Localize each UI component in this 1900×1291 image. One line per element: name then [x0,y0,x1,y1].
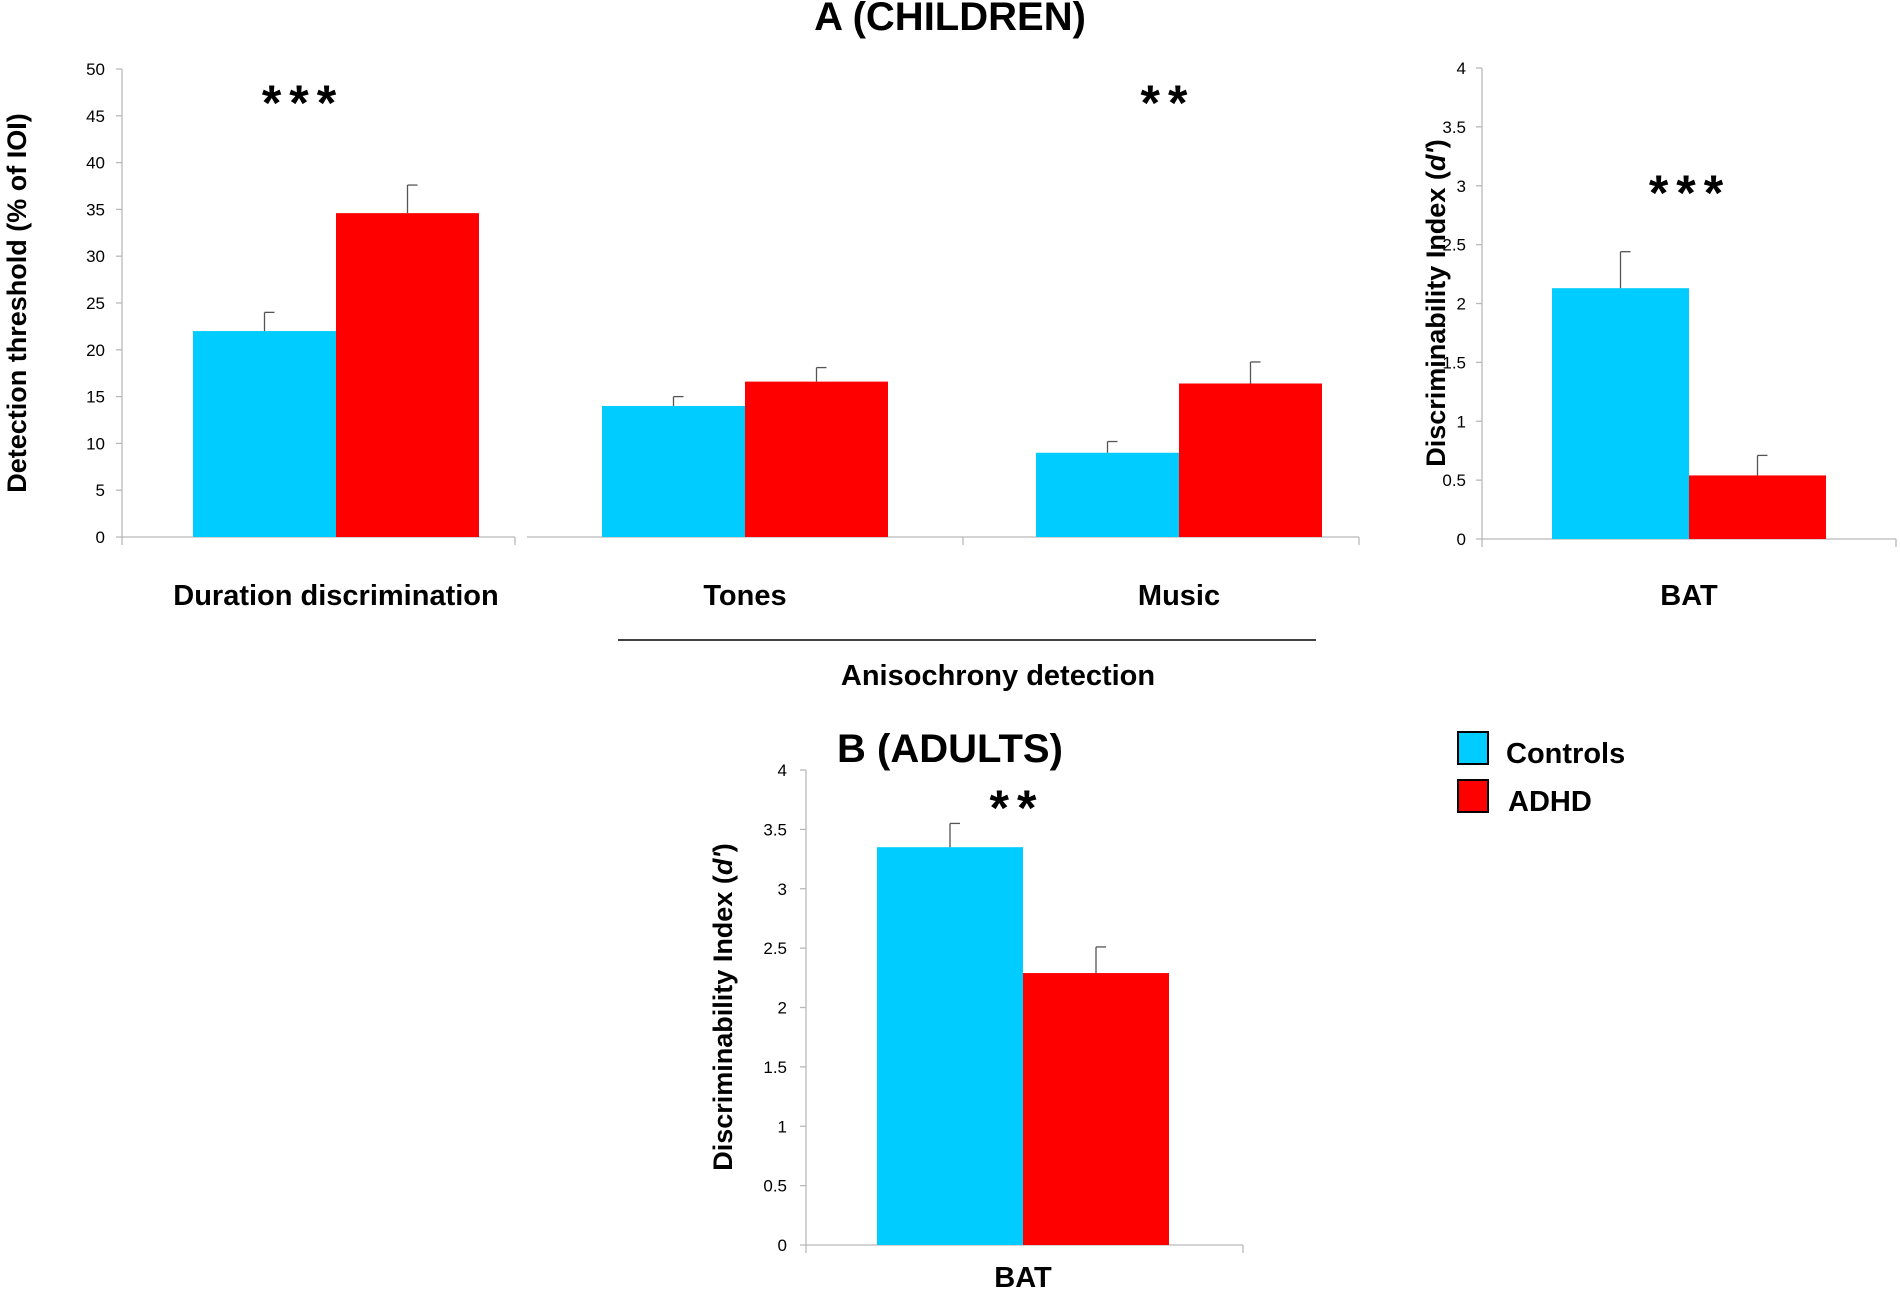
legend: Controls ADHD [1457,731,1625,818]
children-threshold-chart: 0 5 10 15 20 25 30 35 40 45 50 Detection threshold … [2,60,1360,612]
category-label-bat: BAT [994,1262,1052,1291]
y-tick-label: 4 [778,761,787,780]
y-tick-label: 1.5 [763,1058,787,1077]
category-label-tones: Tones [703,580,786,612]
y-tick-label: 2.5 [1442,236,1466,255]
y-tick-label: 3 [778,880,787,899]
bar-adhd-bat [1023,973,1169,1245]
bar-controls-tones [602,405,745,537]
category-label-music: Music [1138,580,1220,612]
legend-swatch-controls [1457,731,1489,765]
y-tick-label: 3.5 [763,820,787,839]
category-label-duration-discrimination: Duration discrimination [173,580,498,612]
children-bat-chart: 0 0.5 1 1.5 2 2.5 3 3.5 4 Discriminability Index … [1421,59,1897,612]
significance-marker-bat: *** [1649,165,1731,221]
y-tick-label: 30 [86,247,105,266]
bar-adhd-music [1179,383,1322,537]
bar-controls-music [1036,452,1179,537]
legend-swatch-adhd [1457,779,1489,813]
children-panel-title: A (CHILDREN) [814,0,1086,39]
bar-adhd-tones [745,381,888,537]
y-tick-label: 3.5 [1442,118,1466,137]
y-tick-label: 0 [778,1236,787,1255]
y-tick-label: 50 [86,60,105,79]
legend-label-controls: Controls [1506,738,1625,770]
bar-adhd-duration-discrimination [336,213,479,538]
bar-controls-duration-discrimination [193,331,336,537]
y-tick-label: 20 [86,341,105,360]
y-axis-title: Detection threshold (% of IOI) [2,113,32,493]
significance-marker-duration-discrimination: *** [262,75,344,131]
y-tick-label: 15 [86,388,105,407]
y-tick-label: 10 [86,434,105,453]
anisochrony-group-label: Anisochrony detection [841,660,1155,692]
y-tick-label: 4 [1457,59,1466,78]
y-tick-label: 3 [1457,177,1466,196]
adults-panel-title: B (ADULTS) [837,727,1063,771]
y-tick-label: 0.5 [1442,471,1466,490]
adults-bat-chart: 0 0.5 1 1.5 2 2.5 3 3.5 4 Discriminability Index … [708,761,1244,1291]
y-tick-label: 1 [778,1117,787,1136]
y-tick-label: 1.5 [1442,353,1466,372]
bar-controls-bat [877,847,1023,1245]
y-tick-label: 0 [96,528,105,547]
bar-adhd-bat [1689,475,1826,539]
y-tick-label: 1 [1457,412,1466,431]
y-tick-label: 0 [1457,530,1466,549]
bar-controls-bat [1552,288,1689,539]
y-tick-label: 0.5 [763,1177,787,1196]
y-axis-title: Discriminability Index (d') [1421,139,1451,467]
y-tick-label: 40 [86,154,105,173]
y-tick-label: 45 [86,107,105,126]
y-tick-label: 2 [778,999,787,1018]
significance-marker-bat: ** [990,780,1045,836]
significance-marker-music: ** [1141,75,1196,131]
legend-label-adhd: ADHD [1508,786,1592,818]
y-tick-label: 35 [86,200,105,219]
y-axis-title: Discriminability Index (d') [708,843,738,1171]
y-tick-label: 5 [96,481,105,500]
y-tick-label: 25 [86,294,105,313]
category-label-bat: BAT [1660,580,1718,612]
y-tick-label: 2 [1457,295,1466,314]
y-tick-label: 2.5 [763,939,787,958]
